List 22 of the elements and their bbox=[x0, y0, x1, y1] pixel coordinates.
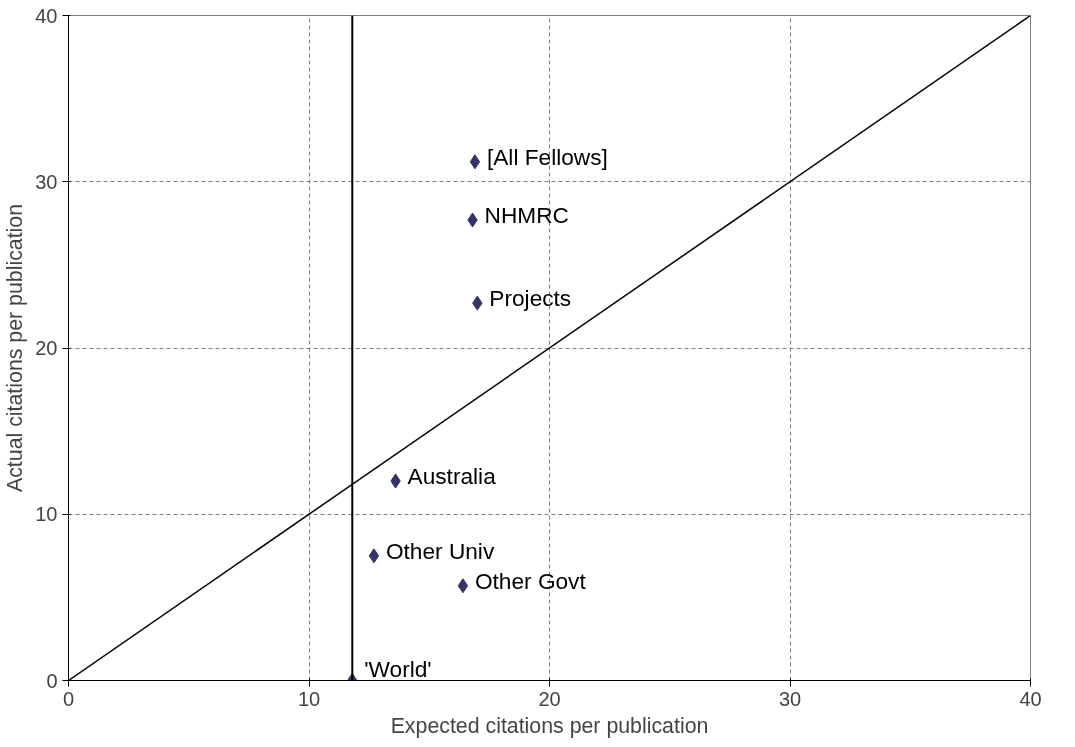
annotation: Projects bbox=[489, 285, 572, 312]
annotation: 'World' bbox=[364, 655, 432, 682]
x-tick-label: 40 bbox=[1019, 687, 1042, 710]
x-axis-title: Expected citations per publication bbox=[390, 713, 709, 738]
annotation: Other Univ bbox=[385, 537, 495, 564]
point bbox=[469, 154, 481, 170]
y-tick-label: 30 bbox=[35, 170, 58, 193]
y-tick-label: 10 bbox=[35, 503, 58, 526]
point bbox=[457, 578, 469, 594]
y-tick-label: 20 bbox=[35, 337, 58, 359]
y-tick-label: 40 bbox=[35, 4, 58, 27]
y-axis-title: Actual citations per publication bbox=[3, 203, 28, 493]
x-tick-label: 0 bbox=[62, 687, 75, 710]
point bbox=[368, 548, 380, 564]
annotation: NHMRC bbox=[484, 201, 569, 228]
x-tick-label: 20 bbox=[538, 687, 561, 710]
annotation: [All Fellows] bbox=[486, 143, 608, 170]
x-tick-label: 30 bbox=[778, 687, 802, 710]
annotation: Australia bbox=[407, 463, 497, 489]
annotation: Other Govt bbox=[474, 567, 587, 594]
y-tick-label: 0 bbox=[46, 669, 58, 692]
x-tick-label: 10 bbox=[297, 687, 321, 710]
